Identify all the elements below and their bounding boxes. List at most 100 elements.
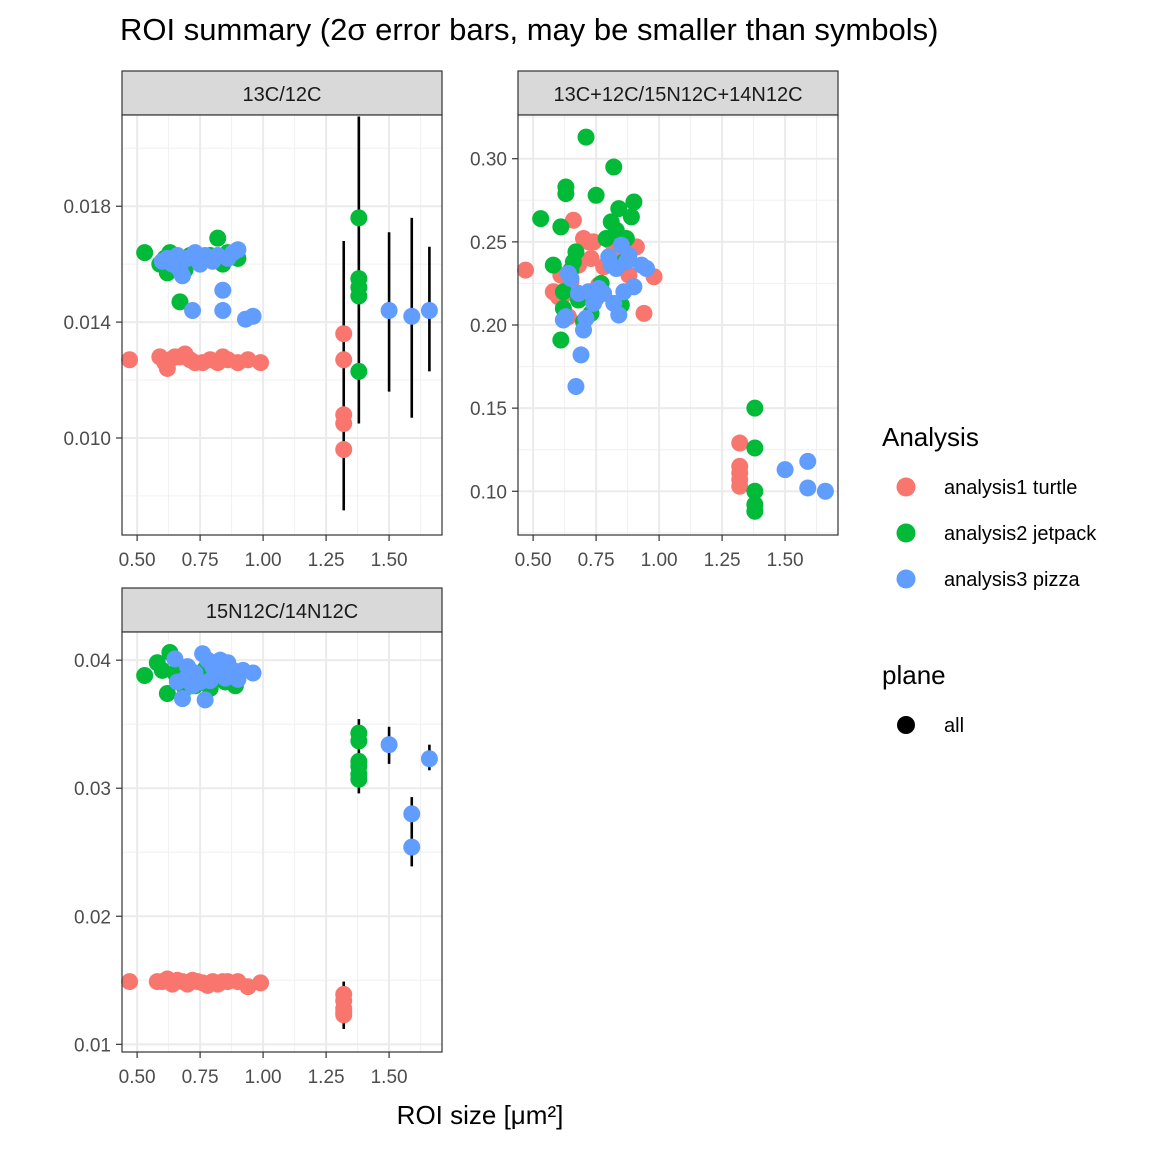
data-point-jetpack: [350, 770, 368, 788]
y-tick-label: 0.018: [63, 197, 111, 218]
data-point-turtle: [635, 304, 653, 322]
legend-label: analysis2 jetpack: [944, 523, 1097, 545]
x-tick-label: 1.50: [371, 550, 408, 571]
data-point-pizza: [572, 346, 590, 364]
data-point-turtle: [121, 351, 139, 369]
y-tick-label: 0.03: [74, 779, 111, 800]
data-point-jetpack: [557, 185, 575, 203]
panels-layer: 13C/12C 0.010 0.014 0.018 0.50 0.75 1.00 1.25 1.…: [63, 70, 839, 1088]
x-tick-label: 1.25: [308, 1067, 345, 1088]
x-tick-label: 1.50: [371, 1067, 408, 1088]
data-point-jetpack: [171, 293, 189, 311]
data-point-jetpack: [625, 193, 643, 211]
data-point-jetpack: [136, 244, 154, 262]
data-point-jetpack: [587, 186, 605, 204]
data-point-jetpack: [746, 502, 764, 520]
x-tick-label: 1.00: [245, 550, 282, 571]
data-point-pizza: [403, 805, 421, 823]
y-tick-label: 0.15: [470, 399, 507, 420]
data-point-pizza: [816, 482, 834, 500]
data-point-pizza: [214, 302, 232, 320]
y-tick-label: 0.010: [63, 429, 111, 450]
data-point-pizza: [610, 306, 628, 324]
data-point-pizza: [638, 259, 656, 277]
y-tick-label: 0.02: [74, 907, 111, 928]
y-tick-label: 0.10: [470, 482, 507, 503]
y-tick-label: 0.30: [470, 150, 507, 171]
data-point-jetpack: [158, 684, 176, 702]
y-tick-label: 0.20: [470, 316, 507, 337]
x-tick-label: 1.00: [641, 550, 678, 571]
legend-key: [896, 523, 916, 543]
facet-strip: [121, 70, 443, 116]
plot-border: [121, 631, 443, 1053]
x-tick-label: 0.75: [182, 1067, 219, 1088]
data-point-jetpack: [622, 208, 640, 226]
x-tick-label: 0.50: [119, 550, 156, 571]
data-point-pizza: [229, 241, 247, 259]
data-point-turtle: [335, 325, 353, 343]
data-point-turtle: [335, 351, 353, 369]
data-point-jetpack: [746, 482, 764, 500]
data-point-jetpack: [746, 439, 764, 457]
data-point-pizza: [403, 307, 421, 325]
data-point-pizza: [567, 378, 585, 396]
data-point-turtle: [252, 974, 270, 992]
data-point-jetpack: [136, 667, 154, 685]
data-point-pizza: [577, 309, 595, 327]
data-point-pizza: [173, 690, 191, 708]
facet-strip-label: 13C+12C/15N12C+14N12C: [553, 84, 802, 106]
x-tick-label: 0.75: [182, 550, 219, 571]
data-point-pizza: [196, 691, 214, 709]
data-point-pizza: [166, 650, 184, 668]
y-tick-label: 0.04: [74, 651, 111, 672]
data-point-pizza: [799, 452, 817, 470]
data-point-pizza: [776, 461, 794, 479]
data-point-turtle: [731, 477, 749, 495]
legend-title-analysis: Analysis: [882, 422, 979, 452]
data-point-jetpack: [552, 218, 570, 236]
legend-title-plane: plane: [882, 660, 946, 690]
data-point-pizza: [380, 302, 398, 320]
chart-title: ROI summary (2σ error bars, may be small…: [120, 12, 938, 47]
panel-1: 13C/12C 0.010 0.014 0.018 0.50 0.75 1.00 1.25 1.…: [63, 70, 443, 571]
data-point-jetpack: [746, 399, 764, 417]
data-point-pizza: [557, 308, 575, 326]
data-point-jetpack: [567, 243, 585, 261]
x-tick-label: 0.50: [515, 550, 552, 571]
x-tick-label: 1.00: [245, 1067, 282, 1088]
legend-label: analysis1 turtle: [944, 477, 1077, 499]
facet-strip: [517, 70, 839, 116]
x-axis-label: ROI size [μm²]: [397, 1100, 564, 1130]
data-point-jetpack: [532, 210, 550, 228]
data-point-pizza: [244, 307, 262, 325]
data-point-pizza: [173, 267, 191, 285]
x-tick-label: 0.50: [119, 1067, 156, 1088]
legend-label: all: [944, 715, 964, 737]
data-point-jetpack: [350, 287, 368, 305]
data-point-turtle: [335, 414, 353, 432]
plot-background: [122, 115, 442, 535]
x-tick-label: 1.50: [767, 550, 804, 571]
data-point-pizza: [380, 736, 398, 754]
data-point-jetpack: [350, 209, 368, 227]
panel-3: 15N12C/14N12C 0.01 0.02 0.03 0.04 0.50 0.75 1.0…: [74, 587, 443, 1088]
legend-label: analysis3 pizza: [944, 569, 1081, 591]
data-point-pizza: [403, 838, 421, 856]
data-point-turtle: [731, 434, 749, 452]
x-tick-label: 0.75: [578, 550, 615, 571]
data-point-turtle: [564, 211, 582, 229]
facet-strip-label: 13C/12C: [243, 84, 322, 106]
facet-strip-label: 15N12C/14N12C: [206, 601, 358, 623]
data-point-turtle: [121, 973, 139, 991]
data-point-pizza: [214, 281, 232, 299]
legend-key: [896, 569, 916, 589]
data-point-jetpack: [610, 200, 628, 218]
data-point-turtle: [517, 261, 535, 279]
y-tick-label: 0.014: [63, 313, 111, 334]
x-tick-label: 1.25: [704, 550, 741, 571]
data-point-pizza: [799, 479, 817, 497]
data-point-turtle: [252, 354, 270, 372]
